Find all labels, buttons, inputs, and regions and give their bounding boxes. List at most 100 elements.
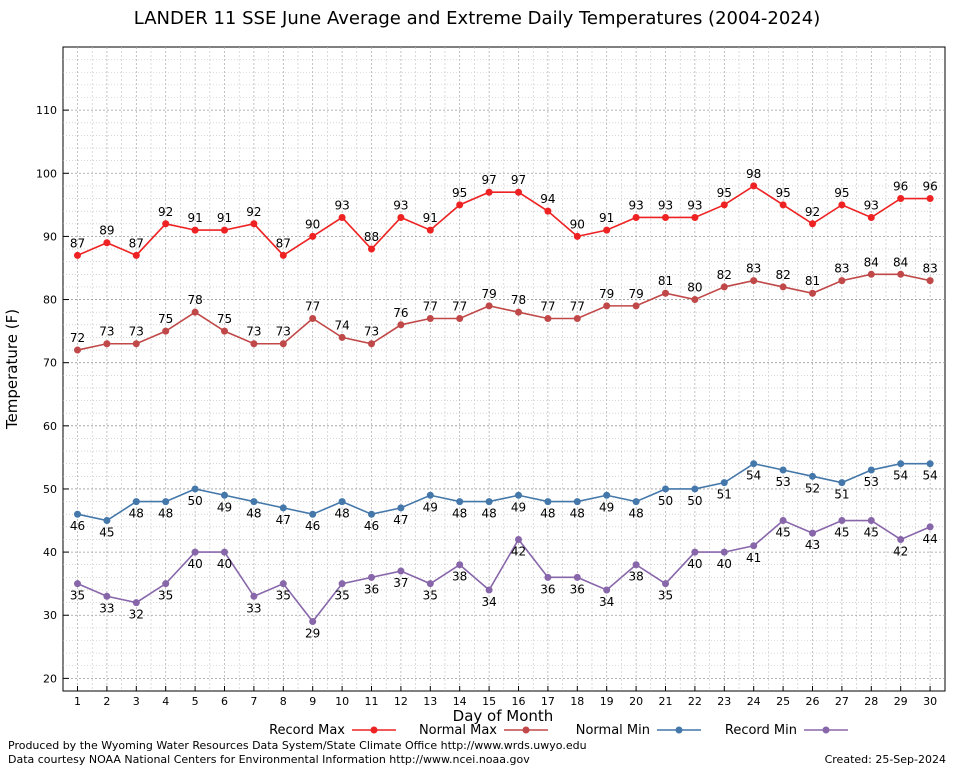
data-label: 91 [599,211,614,225]
data-point [867,270,875,278]
data-point [809,220,816,228]
data-point [309,314,317,322]
x-tick-label: 6 [221,695,228,708]
legend-label: Record Min [725,723,797,738]
data-point [897,270,905,278]
x-tick-label: 11 [365,695,379,708]
data-point [632,498,640,506]
data-point [838,479,846,487]
x-tick-label: 12 [394,695,408,708]
data-point [603,586,611,594]
data-label: 46 [305,519,320,533]
data-label: 91 [423,211,438,225]
data-label: 42 [893,544,908,558]
data-label: 90 [570,217,585,231]
data-point [691,213,699,221]
data-label: 53 [864,475,879,489]
y-tick-label: 90 [43,230,57,243]
y-tick-label: 50 [43,483,57,496]
data-label: 35 [423,589,438,603]
data-point [867,466,875,474]
data-label: 93 [687,198,702,212]
x-tick-label: 25 [776,695,790,708]
y-tick-label: 60 [43,420,57,433]
data-point [750,182,758,190]
data-label: 81 [805,274,820,288]
data-point [632,302,640,310]
data-label: 95 [834,186,849,200]
data-label: 79 [628,287,643,301]
y-tick-label: 110 [36,104,57,117]
data-label: 54 [893,469,908,483]
data-label: 82 [775,268,790,282]
data-label: 40 [687,557,702,571]
data-label: 36 [364,582,379,596]
data-label: 50 [187,494,202,508]
data-label: 73 [246,325,261,339]
series-line-record-max [77,184,931,257]
data-label: 93 [393,198,408,212]
data-label: 77 [452,299,467,313]
data-label: 91 [217,211,232,225]
data-label: 34 [599,595,614,609]
data-point [720,479,728,487]
data-point [456,201,464,209]
data-label: 80 [687,281,702,295]
data-point [603,226,611,234]
x-axis-label: Day of Month [453,707,554,725]
data-point [397,567,405,575]
x-tick-label: 27 [835,695,849,708]
y-tick-label: 30 [43,609,57,622]
data-label: 77 [305,299,320,313]
data-point [720,201,728,209]
data-point [162,327,170,335]
data-point [515,308,522,316]
x-tick-label: 16 [512,695,526,708]
data-label: 52 [805,481,820,495]
data-label: 48 [570,507,585,521]
data-point [250,592,258,600]
x-tick-label: 14 [453,695,467,708]
data-label: 73 [364,325,379,339]
data-point [573,232,581,240]
data-label: 50 [687,494,702,508]
data-label: 95 [452,186,467,200]
data-point [250,220,258,228]
data-label: 49 [423,500,438,514]
data-point [603,491,611,499]
data-point [456,498,464,506]
data-point [926,523,934,531]
data-point [338,498,346,506]
data-label: 77 [540,299,555,313]
data-point [515,188,522,196]
data-label: 76 [393,306,408,320]
data-point [74,251,81,259]
data-point [485,188,493,196]
data-label: 73 [276,325,291,339]
data-point [838,517,846,525]
data-label: 83 [922,262,937,276]
data-label: 78 [511,293,526,307]
data-point [368,573,375,581]
legend-marker [675,726,683,734]
series-line-normal-max [77,273,931,351]
data-point [132,599,140,607]
data-label: 41 [746,551,761,565]
data-point [662,213,669,221]
data-point [132,340,140,348]
data-point [132,498,140,506]
data-label: 43 [805,538,820,552]
data-point [162,498,170,506]
data-point [485,302,493,310]
data-label: 83 [746,262,761,276]
data-label: 48 [246,507,261,521]
x-tick-label: 8 [280,695,287,708]
data-label: 54 [746,469,761,483]
data-point [279,340,287,348]
data-label: 50 [658,494,673,508]
data-label: 75 [158,312,173,326]
data-point [573,573,581,581]
data-point [809,529,816,537]
data-label: 48 [158,507,173,521]
data-point [632,213,640,221]
